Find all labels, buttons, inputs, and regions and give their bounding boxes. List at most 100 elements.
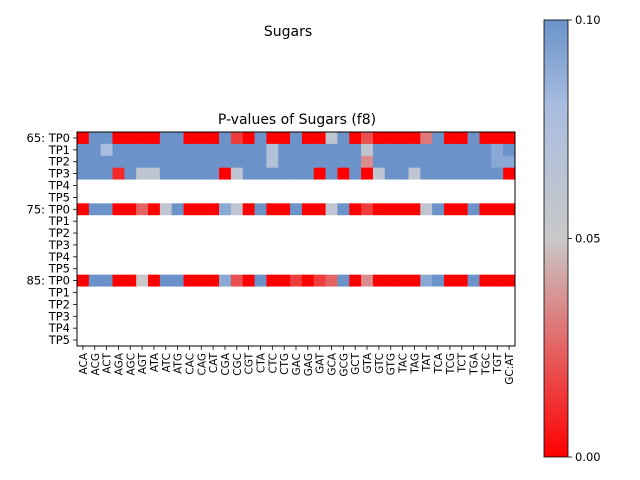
heatmap-cell	[384, 215, 397, 228]
heatmap-cell	[503, 322, 516, 335]
heatmap-cell	[455, 334, 468, 347]
heatmap-cell	[313, 179, 326, 192]
heatmap-cell	[136, 322, 149, 335]
colorbar-tick-label: 0.00	[575, 450, 601, 464]
heatmap-cell	[361, 143, 374, 157]
heatmap-cell	[432, 322, 445, 335]
heatmap-cell	[325, 298, 338, 311]
heatmap-cell	[124, 274, 137, 287]
heatmap-cell	[361, 250, 374, 264]
heatmap-cell	[420, 322, 433, 335]
heatmap-cell	[443, 167, 457, 180]
heatmap-cell	[112, 155, 125, 168]
heatmap-cell	[443, 250, 457, 264]
heatmap-cell	[420, 132, 433, 145]
heatmap-cell	[183, 143, 196, 157]
heatmap-cell	[408, 167, 421, 180]
heatmap-cell	[396, 274, 409, 287]
heatmap-cell	[136, 239, 149, 252]
heatmap-cell	[396, 298, 409, 311]
heatmap-cell	[479, 274, 492, 287]
heatmap-cell	[159, 239, 172, 252]
heatmap-cell	[124, 334, 137, 347]
heatmap-cell	[219, 191, 232, 204]
heatmap-cell	[148, 155, 161, 168]
heatmap-cell	[171, 167, 184, 180]
heatmap-cell	[408, 239, 421, 252]
heatmap-cell	[278, 310, 291, 323]
heatmap-cell	[455, 167, 468, 180]
heatmap-cell	[467, 215, 480, 228]
heatmap-cell	[148, 250, 161, 264]
column-label: CTA	[255, 352, 267, 373]
heatmap-cell	[455, 298, 468, 311]
heatmap-cell	[372, 191, 386, 204]
heatmap-cell	[266, 286, 279, 299]
heatmap-cell	[455, 239, 468, 252]
heatmap-cell	[148, 132, 161, 145]
heatmap-cell	[443, 143, 457, 157]
heatmap-cell	[301, 298, 315, 311]
heatmap-cell	[183, 322, 196, 335]
heatmap-cell	[112, 239, 125, 252]
heatmap-cell	[171, 179, 184, 192]
heatmap-cell	[313, 262, 326, 275]
heatmap-cell	[325, 191, 338, 204]
heatmap-cell	[219, 239, 232, 252]
row-label: 65: TP0	[27, 131, 70, 145]
heatmap-cell	[100, 132, 113, 145]
heatmap-cell	[136, 250, 149, 264]
column-label: CAC	[184, 353, 196, 375]
heatmap-cell	[384, 179, 397, 192]
heatmap-cell	[254, 322, 267, 335]
heatmap-cell	[159, 203, 172, 216]
heatmap-cell	[219, 167, 232, 180]
heatmap-cell	[207, 274, 220, 287]
heatmap-cell	[467, 155, 480, 168]
column-label: TCA	[433, 352, 445, 374]
heatmap-cell	[349, 143, 362, 157]
heatmap-cell	[183, 262, 196, 275]
heatmap-cell	[467, 203, 480, 216]
heatmap-cell	[195, 132, 208, 145]
heatmap-cell	[372, 334, 386, 347]
heatmap-cell	[420, 262, 433, 275]
heatmap-cell	[491, 274, 504, 287]
heatmap-cell	[455, 143, 468, 157]
heatmap-cell	[77, 227, 90, 240]
heatmap-cell	[230, 274, 244, 287]
heatmap-cell	[148, 167, 161, 180]
heatmap-cell	[396, 179, 409, 192]
column-label: CGT	[244, 352, 256, 374]
row-label: TP2	[48, 226, 70, 240]
row-label: 85: TP0	[27, 274, 70, 288]
heatmap-cell	[337, 298, 350, 311]
heatmap-cell	[136, 203, 149, 216]
heatmap-cell	[313, 143, 326, 157]
heatmap-cell	[88, 203, 101, 216]
heatmap-cell	[313, 215, 326, 228]
heatmap-cell	[77, 239, 90, 252]
heatmap-cell	[467, 334, 480, 347]
heatmap-cell	[372, 286, 386, 299]
heatmap-cell	[491, 203, 504, 216]
figure-title: Sugars	[264, 24, 312, 40]
heatmap-cell	[88, 132, 101, 145]
heatmap-cell	[136, 191, 149, 204]
heatmap-cell	[195, 227, 208, 240]
heatmap-cell	[112, 179, 125, 192]
row-label: TP2	[48, 155, 70, 169]
row-label: TP4	[48, 179, 70, 193]
heatmap-cell	[420, 155, 433, 168]
heatmap-cell	[230, 262, 244, 275]
heatmap-cell	[266, 143, 279, 157]
heatmap-cell	[313, 239, 326, 252]
heatmap-cell	[278, 132, 291, 145]
heatmap-cell	[290, 239, 303, 252]
heatmap-cell	[479, 262, 492, 275]
heatmap-cell	[432, 227, 445, 240]
heatmap-cell	[136, 215, 149, 228]
heatmap-cell	[278, 143, 291, 157]
heatmap-cell	[503, 286, 516, 299]
heatmap-cell	[443, 262, 457, 275]
